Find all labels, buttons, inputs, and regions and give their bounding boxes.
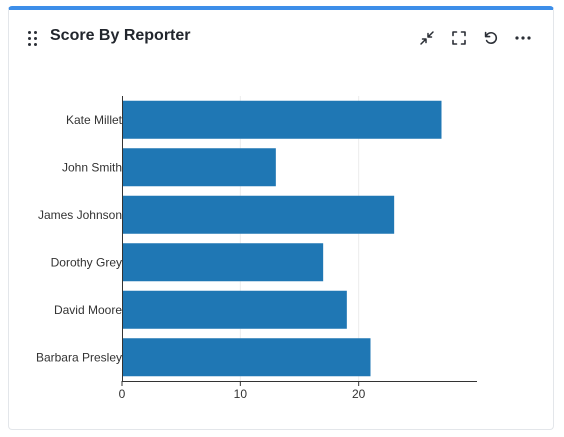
bar: [122, 100, 442, 139]
y-tick-label: David Moore: [54, 303, 122, 317]
y-tick-label: John Smith: [62, 160, 122, 174]
y-tick-label: Barbara Presley: [36, 350, 122, 364]
bar: [122, 195, 395, 234]
card-header: Score By Reporter: [9, 10, 553, 64]
collapse-button[interactable]: [417, 28, 437, 48]
bar: [122, 338, 371, 377]
y-tick-label: Dorothy Grey: [51, 255, 122, 269]
y-tick-label: Kate Millet: [66, 113, 123, 127]
more-options-button[interactable]: [513, 28, 533, 48]
drag-handle-icon[interactable]: [28, 31, 38, 47]
fullscreen-icon: [452, 31, 466, 45]
collapse-icon: [420, 31, 434, 45]
bar: [122, 290, 347, 329]
fullscreen-button[interactable]: [449, 28, 469, 48]
bar: [122, 243, 324, 282]
refresh-button[interactable]: [481, 28, 501, 48]
x-tick-label: 0: [119, 387, 126, 401]
y-tick-label: James Johnson: [38, 208, 122, 222]
chart-title: Score By Reporter: [50, 27, 191, 44]
more-options-icon: [515, 36, 531, 40]
x-tick-label: 20: [352, 387, 366, 401]
x-tick-label: 10: [234, 387, 248, 401]
refresh-icon: [484, 31, 498, 44]
bar: [122, 148, 276, 187]
